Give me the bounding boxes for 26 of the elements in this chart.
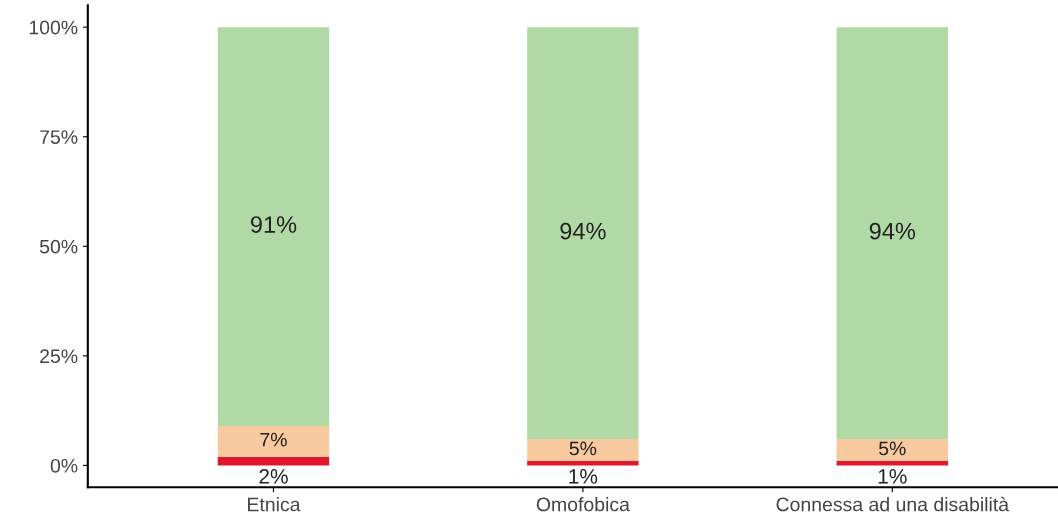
bar [527, 439, 639, 462]
data-label: 7% [260, 432, 287, 447]
y-tick-label: 50% [39, 239, 78, 254]
bar [217, 456, 330, 466]
x-tick-label: Etnica [248, 497, 301, 512]
data-label: 2% [259, 469, 288, 484]
data-label: 5% [879, 441, 906, 456]
data-label: 94% [869, 222, 916, 240]
x-tick-label: Connessa ad una disabilità [776, 496, 1010, 512]
bar [836, 461, 948, 466]
bar [527, 461, 639, 466]
data-label: 91% [250, 216, 297, 233]
data-label: 1% [878, 469, 907, 484]
bar [836, 439, 948, 462]
bar [217, 27, 330, 426]
data-label: 94% [560, 222, 606, 240]
bar [217, 425, 330, 457]
bar [836, 27, 948, 440]
data-label: 1% [569, 469, 598, 484]
data-label: 5% [569, 441, 597, 456]
y-tick-label: 25% [40, 349, 78, 364]
y-tick-label: 75% [40, 130, 78, 144]
bar [527, 27, 639, 440]
x-tick-label: Omofobica [536, 497, 630, 512]
y-tick-label: 100% [29, 20, 78, 35]
y-tick-label: 0% [50, 458, 78, 473]
